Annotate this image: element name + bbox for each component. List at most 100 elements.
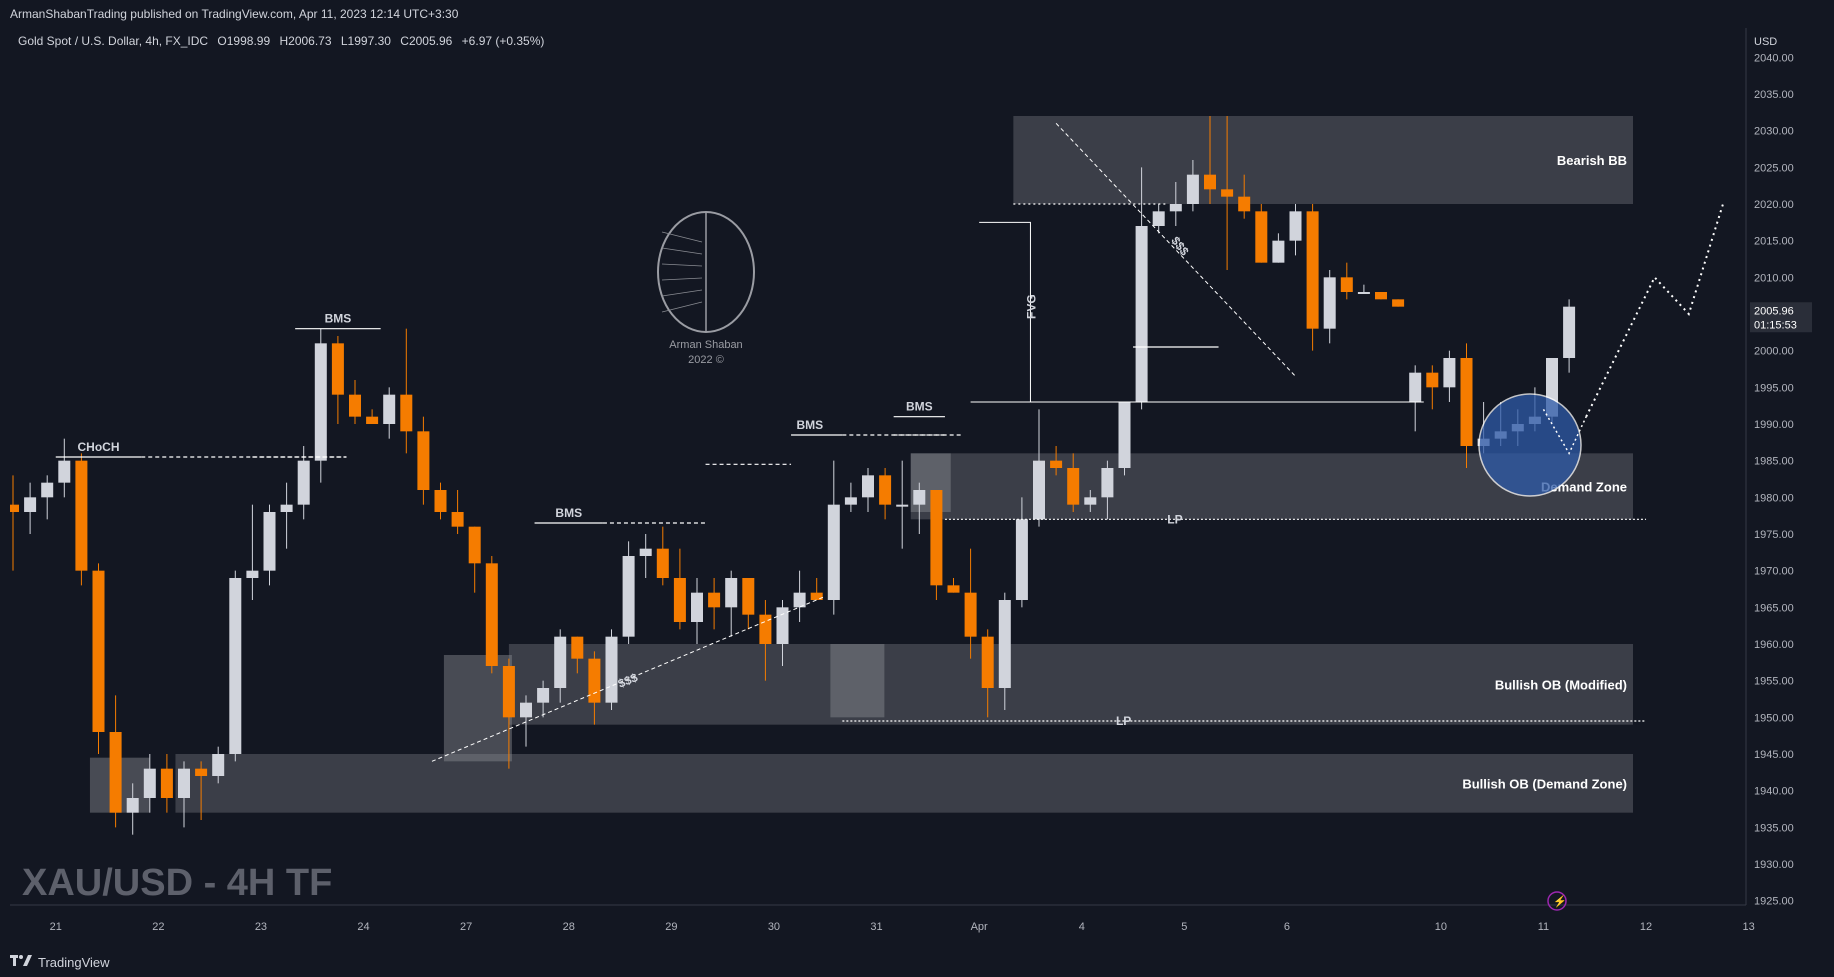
price-axis[interactable] — [1746, 28, 1834, 948]
candle-body[interactable] — [1050, 460, 1063, 468]
candle-body[interactable] — [10, 504, 19, 512]
candle-body[interactable] — [1084, 497, 1097, 505]
candle-body[interactable] — [1392, 299, 1405, 307]
candle-body[interactable] — [502, 666, 515, 718]
candle-body[interactable] — [246, 570, 259, 578]
candle-body[interactable] — [879, 475, 892, 505]
candle-body[interactable] — [537, 688, 550, 703]
candle-body[interactable] — [349, 394, 361, 417]
candle-body[interactable] — [331, 343, 344, 395]
candle-body[interactable] — [1409, 372, 1422, 402]
candle-body[interactable] — [58, 460, 71, 483]
candle-body[interactable] — [468, 526, 481, 564]
candle-body[interactable] — [1186, 174, 1199, 204]
candle-body[interactable] — [417, 431, 430, 490]
candle-body[interactable] — [776, 607, 789, 644]
candle-body[interactable] — [366, 416, 379, 424]
candle-body[interactable] — [1289, 211, 1302, 241]
candle-body[interactable] — [827, 504, 840, 600]
candle-body[interactable] — [1169, 204, 1182, 212]
candle-body[interactable] — [1135, 226, 1148, 402]
tradingview-logo-icon[interactable] — [10, 948, 32, 977]
candle-body[interactable] — [691, 592, 703, 622]
candle-body[interactable] — [759, 614, 772, 644]
footer-brand[interactable]: TradingView — [38, 955, 110, 970]
x-tick-label: 12 — [1640, 921, 1652, 933]
candle-body[interactable] — [656, 548, 669, 578]
candle-body[interactable] — [605, 636, 618, 703]
candle-body[interactable] — [280, 504, 293, 512]
candle-body[interactable] — [520, 702, 532, 718]
candle-body[interactable] — [1238, 196, 1251, 212]
candle-body[interactable] — [793, 592, 806, 608]
candle-body[interactable] — [862, 475, 874, 498]
candle-body[interactable] — [109, 732, 122, 813]
candle-body[interactable] — [1255, 211, 1268, 263]
candle-body[interactable] — [229, 578, 242, 754]
candle-body[interactable] — [24, 497, 37, 512]
candle-body[interactable] — [742, 578, 755, 615]
candle-body[interactable] — [964, 592, 977, 637]
candle-body[interactable] — [913, 490, 926, 505]
candle-body[interactable] — [1375, 292, 1387, 300]
candle-body[interactable] — [1460, 358, 1473, 446]
candle-body[interactable] — [1033, 460, 1045, 520]
candle-body[interactable] — [400, 394, 413, 432]
candle-body[interactable] — [844, 497, 857, 505]
candle-body[interactable] — [75, 460, 88, 571]
candle-body[interactable] — [998, 600, 1011, 688]
candle-body[interactable] — [434, 490, 447, 512]
ohlc-low: L1997.30 — [340, 34, 391, 48]
candle-body[interactable] — [143, 768, 156, 798]
candle-body[interactable] — [178, 768, 190, 798]
zone-bullish-ob-demand-zone-[interactable] — [175, 754, 1634, 813]
candle-body[interactable] — [1323, 277, 1336, 329]
candle-body[interactable] — [383, 394, 396, 424]
candle-body[interactable] — [1272, 240, 1285, 263]
candle-body[interactable] — [1101, 468, 1114, 498]
candle-body[interactable] — [1118, 402, 1131, 468]
candle-body[interactable] — [673, 578, 686, 622]
candle-body[interactable] — [160, 768, 173, 798]
candle-body[interactable] — [622, 556, 635, 637]
order-block-highlight — [830, 644, 885, 718]
candle-body[interactable] — [930, 490, 943, 586]
candle-body[interactable] — [195, 768, 208, 776]
candle-body[interactable] — [1340, 277, 1353, 292]
candle-body[interactable] — [1204, 174, 1216, 190]
candle-body[interactable] — [725, 578, 738, 608]
symbol-instrument[interactable]: Gold Spot / U.S. Dollar, 4h, FX_IDC — [18, 34, 209, 48]
candle-body[interactable] — [451, 512, 464, 527]
candle-body[interactable] — [1221, 189, 1234, 197]
candle-body[interactable] — [1067, 468, 1080, 505]
candle-body[interactable] — [896, 504, 909, 507]
candle-body[interactable] — [639, 548, 652, 556]
candle-body[interactable] — [1015, 519, 1028, 600]
candle-body[interactable] — [126, 798, 139, 813]
y-tick-label: 2020.00 — [1754, 199, 1794, 211]
candle-body[interactable] — [1306, 211, 1319, 329]
candle-body[interactable] — [41, 482, 54, 498]
candle-body[interactable] — [810, 592, 823, 600]
candle-body[interactable] — [485, 563, 498, 666]
candle-body[interactable] — [92, 570, 105, 732]
zone-bullish-ob-modified-[interactable] — [508, 644, 1633, 725]
candle-body[interactable] — [708, 592, 721, 608]
zone-bearish-bb[interactable] — [1013, 116, 1633, 204]
candle-body[interactable] — [1563, 306, 1576, 358]
candle-body[interactable] — [314, 343, 327, 461]
candle-body[interactable] — [1443, 358, 1456, 388]
lightning-icon[interactable] — [1547, 891, 1567, 911]
candle-body[interactable] — [263, 512, 276, 571]
candle-body[interactable] — [981, 636, 994, 688]
candle-body[interactable] — [947, 585, 960, 593]
candle-body[interactable] — [571, 636, 584, 659]
candle-body[interactable] — [588, 658, 601, 703]
candle-body[interactable] — [297, 460, 310, 505]
candle-body[interactable] — [554, 636, 567, 688]
candle-body[interactable] — [1426, 372, 1439, 388]
candle-body[interactable] — [1357, 292, 1370, 294]
candle-body[interactable] — [212, 754, 225, 776]
candle-body[interactable] — [1152, 211, 1165, 226]
